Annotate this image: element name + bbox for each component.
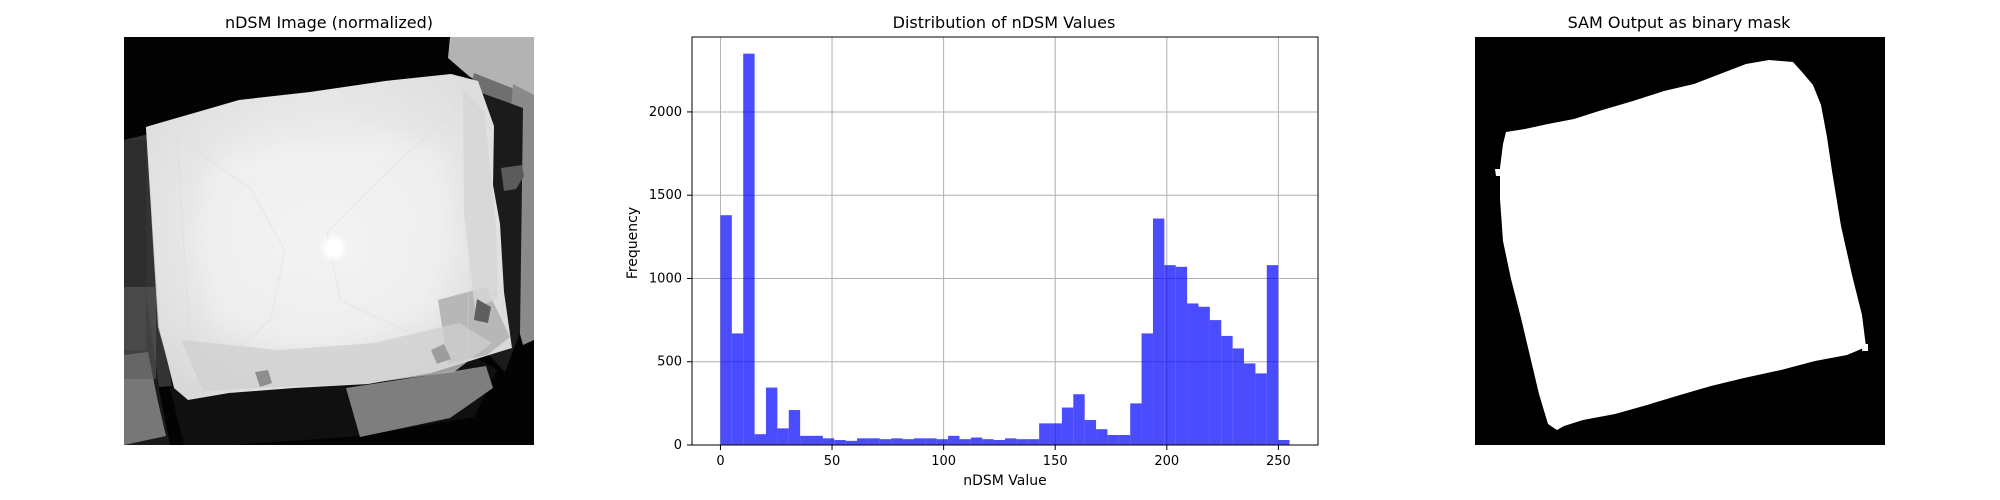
histogram-bar-42 — [1198, 306, 1210, 445]
y-tick-label-0: 0 — [674, 438, 682, 453]
histogram-plot: 0 50 100 150 200 250 0 500 1000 1500 2000 nDSM Valu… — [625, 36, 1319, 489]
ridge-line-2 — [326, 91, 475, 361]
histogram-bar-6 — [788, 410, 801, 445]
y-tick-label-3: 1500 — [649, 188, 682, 203]
histogram-bar-14 — [879, 439, 892, 445]
right-panel-title: SAM Output as binary mask — [1568, 13, 1792, 32]
histogram-bar-29 — [1050, 423, 1062, 445]
x-tick-label-4: 200 — [1154, 454, 1179, 469]
histogram-bar-3 — [754, 434, 766, 445]
roof-hotspot-core — [326, 240, 342, 256]
histogram-bar-8 — [811, 435, 823, 445]
histogram-bar-11 — [845, 440, 858, 445]
histogram-bar-44 — [1221, 335, 1233, 445]
histogram-bar-41 — [1187, 303, 1199, 445]
jagged-lower-patch — [255, 370, 272, 387]
histogram-bar-48 — [1266, 265, 1279, 445]
histogram-bar-45 — [1232, 348, 1245, 445]
mask-left-notch — [1495, 169, 1502, 176]
ndsm-image — [124, 37, 534, 445]
histogram-bar-32 — [1084, 420, 1097, 445]
histogram-bar-24 — [993, 440, 1005, 445]
mask-right-notch — [1862, 344, 1868, 351]
histogram-bar-25 — [1005, 438, 1017, 445]
histogram-bar-36 — [1130, 403, 1142, 445]
histogram-bar-47 — [1255, 373, 1267, 445]
y-tick-label-2: 1000 — [649, 271, 682, 286]
histogram-bar-2 — [743, 53, 755, 445]
jagged-right-dark-patch-2 — [474, 299, 491, 323]
histogram-bar-7 — [800, 435, 812, 445]
histogram-bar-16 — [902, 439, 914, 445]
histogram-bar-35 — [1118, 435, 1131, 445]
histogram-bar-0 — [720, 215, 732, 445]
x-axis-label: nDSM Value — [963, 473, 1047, 489]
binary-mask-image — [1475, 37, 1885, 445]
histogram-bar-37 — [1141, 333, 1153, 445]
histogram-bar-22 — [970, 437, 983, 445]
histogram-bar-18 — [925, 438, 937, 445]
histogram-bar-40 — [1175, 266, 1188, 445]
histogram-bar-12 — [857, 438, 869, 445]
histogram-bar-17 — [913, 438, 926, 445]
histogram-bar-1 — [731, 333, 744, 445]
histogram-bar-23 — [982, 439, 994, 445]
histogram-bar-39 — [1164, 265, 1176, 445]
histogram-bar-27 — [1027, 439, 1040, 445]
right-roof-shade — [463, 90, 498, 309]
y-tick-label-4: 2000 — [649, 105, 682, 120]
histogram-axes-frame — [691, 36, 1319, 446]
histogram-bar-5 — [777, 428, 789, 445]
histogram-bar-20 — [948, 435, 960, 445]
histogram-bar-30 — [1061, 407, 1074, 445]
x-tick-label-5: 250 — [1266, 454, 1291, 469]
histogram-bar-15 — [891, 438, 903, 445]
middle-panel-title: Distribution of nDSM Values — [893, 13, 1116, 32]
y-tick-label-1: 500 — [657, 355, 682, 370]
histogram-bar-9 — [822, 438, 835, 445]
jagged-right-dark-patch — [501, 165, 524, 191]
roof-center-highlight — [196, 134, 453, 346]
histogram-bar-43 — [1209, 320, 1222, 445]
histogram-bar-38 — [1152, 218, 1165, 445]
histogram-bar-26 — [1016, 439, 1028, 445]
jagged-lower-patch-2 — [431, 344, 451, 364]
histogram-bar-49 — [1278, 440, 1290, 445]
left-edge-lower-gray — [124, 287, 156, 379]
histogram-bar-46 — [1244, 363, 1256, 445]
histogram-bar-10 — [834, 440, 846, 445]
lower-right-gray — [346, 366, 493, 437]
histogram-bar-33 — [1096, 429, 1108, 445]
ridge-line-1 — [176, 135, 286, 393]
x-tick-label-0: 0 — [716, 454, 724, 469]
mask-foreground — [1500, 60, 1866, 430]
x-tick-label-3: 150 — [1043, 454, 1068, 469]
left-panel-title: nDSM Image (normalized) — [225, 13, 433, 32]
x-tick-label-1: 50 — [824, 454, 841, 469]
histogram-bar-31 — [1073, 394, 1085, 445]
histogram-bar-21 — [959, 439, 971, 445]
histogram-bar-4 — [765, 387, 778, 445]
y-axis-label: Frequency — [625, 207, 641, 279]
x-tick-label-2: 100 — [931, 454, 956, 469]
histogram-bar-13 — [868, 438, 880, 445]
histogram-bar-19 — [936, 439, 949, 445]
histogram-bar-28 — [1039, 423, 1051, 445]
histogram-bar-34 — [1107, 435, 1119, 445]
